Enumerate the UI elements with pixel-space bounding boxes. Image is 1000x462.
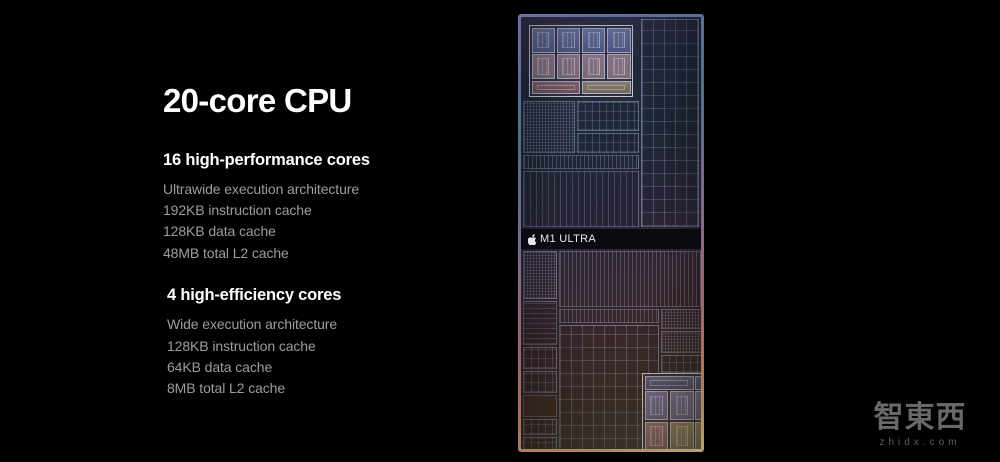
watermark-url: zhidx.com xyxy=(879,437,961,448)
die-block xyxy=(523,395,557,417)
cpu-core-tile xyxy=(606,27,631,53)
cpu-core-tile xyxy=(581,54,606,80)
die-block xyxy=(523,251,557,299)
spec-line: 192KB instruction cache xyxy=(163,202,312,219)
watermark-logo: 智東西 xyxy=(873,400,967,435)
efficiency-core-heading: 4 high-efficiency cores xyxy=(167,286,342,305)
die-block xyxy=(523,419,557,435)
die-block xyxy=(661,355,701,373)
cpu-core-tile xyxy=(556,54,581,80)
efficiency-core-cluster xyxy=(642,373,701,449)
l2-cache-tile xyxy=(531,80,581,95)
chip-label: M1 ULTRA xyxy=(540,233,596,245)
watermark: 智東西 zhidx.com xyxy=(856,400,984,449)
cpu-core-tile xyxy=(695,391,701,421)
die-block xyxy=(559,325,659,449)
cpu-core-tile xyxy=(531,27,556,53)
die-block xyxy=(523,371,557,393)
die-block xyxy=(661,331,701,353)
efficiency-core-spec-group: 4 high-efficiency cores Wide execution a… xyxy=(163,286,493,400)
cpu-core-tile xyxy=(669,421,694,449)
die-block xyxy=(661,309,701,329)
spec-line: 128KB data cache xyxy=(163,223,276,240)
l2-cache-tile xyxy=(695,375,701,390)
chip-die-image: M1 ULTRA xyxy=(518,14,704,452)
die-block xyxy=(523,437,557,449)
chip-label-bar: M1 ULTRA xyxy=(521,229,701,249)
die-block xyxy=(577,101,639,131)
cpu-core-tile xyxy=(531,54,556,80)
performance-core-heading: 16 high-performance cores xyxy=(163,150,370,169)
die-block xyxy=(559,251,701,307)
die-block xyxy=(559,309,659,323)
spec-line: 64KB data cache xyxy=(167,359,273,376)
page-title: 20-core CPU xyxy=(163,82,352,119)
die-block xyxy=(523,347,557,369)
spec-line: Wide execution architecture xyxy=(167,316,338,333)
die-block xyxy=(523,101,575,153)
cpu-core-tile xyxy=(581,27,606,53)
l2-cache-tile xyxy=(644,375,694,390)
spec-line: Ultrawide execution architecture xyxy=(163,180,360,197)
apple-logo-icon xyxy=(528,233,537,245)
performance-core-cluster xyxy=(529,25,633,97)
die-block xyxy=(641,19,699,227)
die-block xyxy=(523,301,557,345)
die-block xyxy=(577,133,639,153)
die-block xyxy=(523,171,639,227)
l2-cache-tile xyxy=(581,80,631,95)
spec-line: 128KB instruction cache xyxy=(167,337,316,354)
spec-line: 8MB total L2 cache xyxy=(167,380,286,397)
cpu-core-tile xyxy=(644,391,669,421)
die-block xyxy=(523,155,639,169)
spec-text-panel: 20-core CPU 16 high-performance cores Ul… xyxy=(163,82,493,422)
performance-core-spec-group: 16 high-performance cores Ultrawide exec… xyxy=(163,151,493,265)
cpu-core-tile xyxy=(695,421,701,449)
cpu-core-tile xyxy=(669,391,694,421)
cpu-core-tile xyxy=(556,27,581,53)
cpu-core-tile xyxy=(644,421,669,449)
spec-line: 48MB total L2 cache xyxy=(163,244,289,261)
cpu-core-tile xyxy=(606,54,631,80)
die-surface: M1 ULTRA xyxy=(521,17,701,449)
